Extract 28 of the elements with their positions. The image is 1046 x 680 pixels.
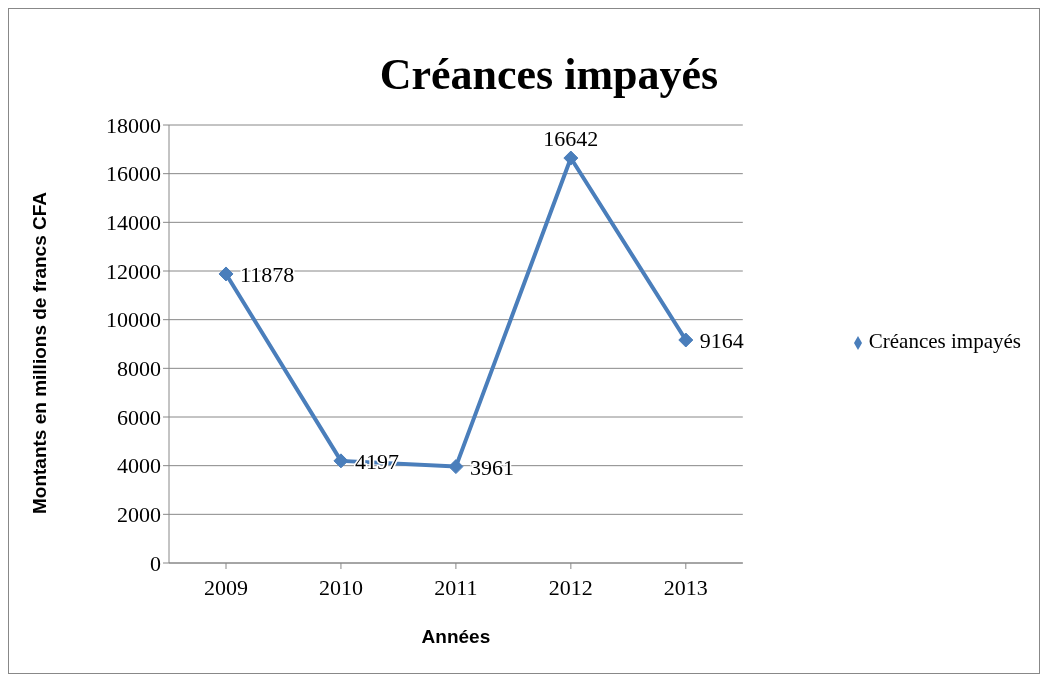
point	[448, 459, 464, 475]
point	[218, 266, 234, 282]
x-tick-label: 2012	[548, 574, 593, 600]
y-tick-label: 2000	[117, 502, 161, 528]
y-tick-label: 4000	[117, 453, 161, 479]
x-axis-title: Années	[421, 626, 491, 647]
x-tick-label: 2009	[204, 574, 248, 600]
y-tick-label: 6000	[117, 404, 161, 430]
y-tick-label: 18000	[106, 112, 161, 138]
x-tick-label: 2010	[318, 574, 363, 600]
point	[333, 453, 349, 469]
point	[678, 332, 694, 348]
point	[563, 150, 579, 166]
chart-title: Créances impayés	[378, 49, 720, 100]
y-tick-label: 8000	[117, 356, 161, 382]
y-tick-label: 14000	[106, 210, 161, 236]
legend-label: Créances impayés	[868, 328, 1021, 353]
y-tick-label: 16000	[106, 161, 161, 187]
data-label: 3961	[469, 454, 514, 480]
data-label: 16642	[543, 126, 599, 152]
data-label: 11878	[240, 261, 295, 287]
y-axis-title: Montants en millions de francs CFA	[28, 191, 50, 514]
y-tick-label: 12000	[106, 258, 161, 284]
y-tick-label: 10000	[106, 307, 161, 333]
x-tick-label: 2011	[434, 574, 478, 600]
y-tick-label: 0	[150, 550, 161, 576]
x-tick-label: 2013	[663, 574, 708, 600]
data-label: 9164	[699, 328, 744, 354]
